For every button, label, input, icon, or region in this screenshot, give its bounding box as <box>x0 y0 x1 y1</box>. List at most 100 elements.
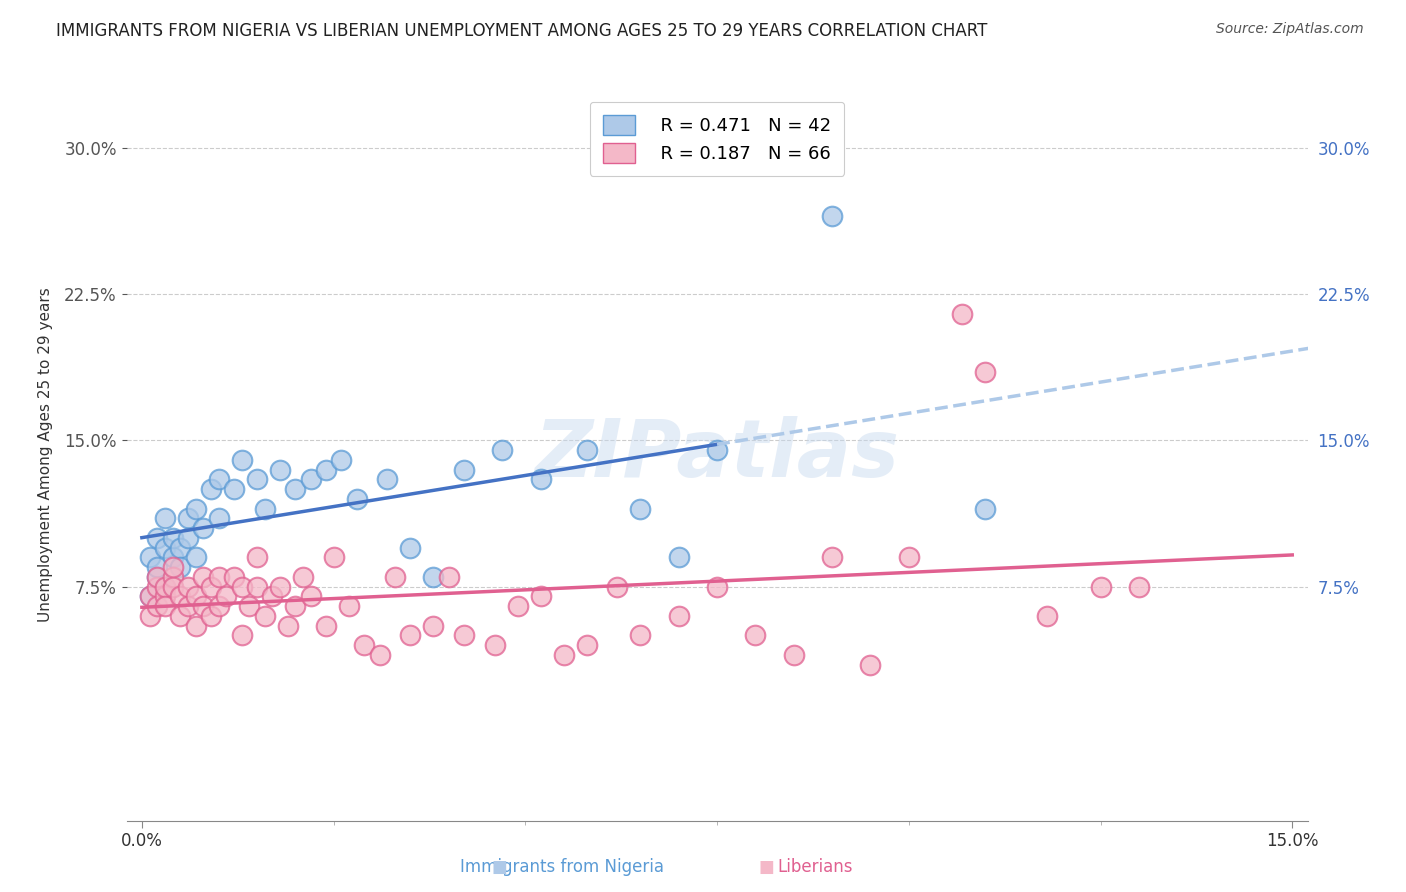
Point <box>952 306 974 320</box>
Point <box>184 550 207 565</box>
Point <box>200 580 222 594</box>
Point <box>207 511 229 525</box>
Point <box>153 580 176 594</box>
Point <box>384 570 406 584</box>
Point <box>200 608 222 623</box>
Point <box>668 608 690 623</box>
Point <box>299 472 322 486</box>
Point <box>193 521 215 535</box>
Point <box>1090 580 1112 594</box>
Point <box>146 580 169 594</box>
Point <box>169 608 191 623</box>
Point <box>215 590 238 604</box>
Point <box>177 531 200 545</box>
Point <box>162 560 184 574</box>
Point <box>299 590 322 604</box>
Text: Immigrants from Nigeria: Immigrants from Nigeria <box>460 858 665 876</box>
Point <box>169 541 191 555</box>
Point <box>575 638 598 652</box>
Point <box>399 541 422 555</box>
Point <box>138 590 160 604</box>
Point <box>974 365 997 379</box>
Point <box>153 599 176 613</box>
Point <box>399 628 422 642</box>
Text: IMMIGRANTS FROM NIGERIA VS LIBERIAN UNEMPLOYMENT AMONG AGES 25 TO 29 YEARS CORRE: IMMIGRANTS FROM NIGERIA VS LIBERIAN UNEM… <box>56 22 987 40</box>
Point <box>162 550 184 565</box>
Point <box>277 618 299 632</box>
Y-axis label: Unemployment Among Ages 25 to 29 years: Unemployment Among Ages 25 to 29 years <box>38 287 53 623</box>
Point <box>207 599 229 613</box>
Point <box>375 472 398 486</box>
Point <box>437 570 460 584</box>
Point <box>146 531 169 545</box>
Point <box>246 580 269 594</box>
Point <box>291 570 314 584</box>
Point <box>177 580 200 594</box>
Point <box>246 472 269 486</box>
Point <box>322 550 344 565</box>
Point <box>184 501 207 516</box>
Point <box>897 550 920 565</box>
Point <box>553 648 575 662</box>
Point <box>1036 608 1059 623</box>
Point <box>184 618 207 632</box>
Point <box>706 580 728 594</box>
Point <box>575 443 598 458</box>
Text: ■: ■ <box>491 858 508 876</box>
Point <box>138 550 160 565</box>
Point <box>269 580 291 594</box>
Point <box>162 531 184 545</box>
Point <box>337 599 360 613</box>
Legend:   R = 0.471   N = 42,   R = 0.187   N = 66: R = 0.471 N = 42, R = 0.187 N = 66 <box>591 102 844 176</box>
Point <box>284 482 307 496</box>
Text: Source: ZipAtlas.com: Source: ZipAtlas.com <box>1216 22 1364 37</box>
Point <box>207 472 229 486</box>
Point <box>200 482 222 496</box>
Point <box>231 452 253 467</box>
Point <box>193 570 215 584</box>
Point <box>974 501 997 516</box>
Point <box>269 462 291 476</box>
Point <box>231 580 253 594</box>
Point <box>284 599 307 613</box>
Point <box>628 628 651 642</box>
Point <box>162 580 184 594</box>
Point <box>821 209 844 223</box>
Point <box>138 590 160 604</box>
Point <box>253 608 276 623</box>
Point <box>315 618 337 632</box>
Point <box>177 511 200 525</box>
Point <box>222 482 245 496</box>
Point <box>146 570 169 584</box>
Point <box>253 501 276 516</box>
Point <box>628 501 651 516</box>
Point <box>146 570 169 584</box>
Point <box>146 599 169 613</box>
Point <box>453 628 475 642</box>
Point <box>484 638 506 652</box>
Point <box>222 570 245 584</box>
Point <box>668 550 690 565</box>
Point <box>744 628 766 642</box>
Point <box>706 443 728 458</box>
Point <box>153 541 176 555</box>
Text: ■: ■ <box>758 858 775 876</box>
Point <box>1128 580 1150 594</box>
Point <box>153 580 176 594</box>
Point <box>153 590 176 604</box>
Text: ZIPatlas: ZIPatlas <box>534 416 900 494</box>
Point <box>530 590 553 604</box>
Point <box>238 599 260 613</box>
Point <box>231 628 253 642</box>
Point <box>262 590 284 604</box>
Text: Liberians: Liberians <box>778 858 853 876</box>
Point <box>207 570 229 584</box>
Point <box>368 648 391 662</box>
Point <box>177 599 200 613</box>
Point <box>346 491 368 506</box>
Point <box>783 648 806 662</box>
Point <box>184 590 207 604</box>
Point <box>193 599 215 613</box>
Point <box>530 472 553 486</box>
Point <box>138 608 160 623</box>
